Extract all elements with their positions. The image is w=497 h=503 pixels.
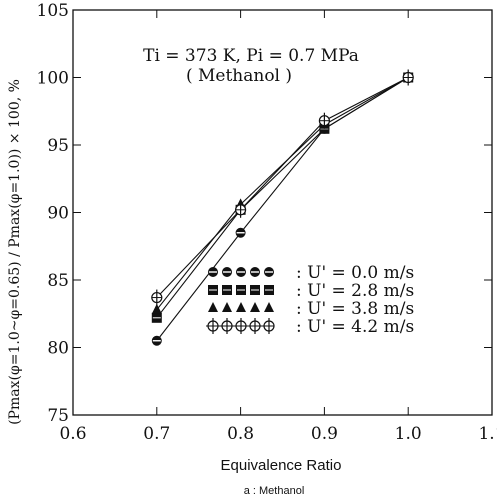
y-tick-label: 100 [37,69,69,89]
data-point-s1-0 [151,312,162,323]
y-axis-label: (Pmax(φ=1.0~φ=0.65) / Pmax(φ=1.0)) × 100… [7,79,23,425]
legend-marker-2-1-body [222,302,232,312]
legend-marker-1-2 [236,285,246,295]
legend-marker-2-3 [250,302,260,312]
x-tick-label: 1.0 [395,424,422,444]
legend-label-2: : U' = 3.8 m/s [296,299,414,319]
legend-marker-2-4 [264,302,274,312]
x-axis-label: Equivalence Ratio [221,457,342,474]
x-tick-label: 0.9 [311,424,338,444]
legend-marker-1-0 [208,285,218,295]
legend-marker-2-1 [222,302,232,312]
chart-annotation-conditions: Ti = 373 K, Pi = 0.7 MPa [143,46,359,66]
y-tick-label: 85 [47,271,69,291]
y-tick-label: 105 [37,1,69,21]
chart-annotation-fuel: ( Methanol ) [186,66,292,86]
data-point-s2-0-body [151,303,162,314]
legend-marker-0-2 [236,267,246,277]
legend-marker-3-3 [249,318,261,334]
legend-marker-2-3-body [250,302,260,312]
legend-marker-2-0 [208,302,218,312]
legend-label-1: : U' = 2.8 m/s [296,281,414,301]
legend-marker-3-2 [235,318,247,334]
data-point-s0-0 [151,335,162,346]
series-line-3 [156,77,409,298]
x-tick-label: 0.8 [227,424,254,444]
series-line-1 [156,77,409,319]
legend-marker-0-3 [250,267,260,277]
x-tick-label: 0.6 [59,424,86,444]
legend-marker-2-0-body [208,302,218,312]
legend-label-0: : U' = 0.0 m/s [296,263,414,283]
legend-marker-3-0 [207,318,219,334]
data-point-s1-2 [319,123,330,134]
legend-marker-2-4-body [264,302,274,312]
x-tick-label: 1.1 [478,424,497,444]
x-tick-label: 0.7 [143,424,170,444]
data-point-s3-2 [318,112,330,129]
y-tick-label: 80 [47,339,69,359]
legend-marker-3-1 [221,318,233,334]
legend-label-3: : U' = 4.2 m/s [296,317,414,337]
legend-marker-0-1 [222,267,232,277]
data-point-s3-1 [235,201,247,218]
y-tick-label: 90 [47,204,69,224]
legend-marker-3-4 [263,318,275,334]
legend-marker-1-4 [264,285,274,295]
legend-marker-2-2-body [236,302,246,312]
data-point-s0-1 [235,227,246,238]
legend-marker-0-0 [208,267,218,277]
legend-marker-1-1 [222,285,232,295]
legend-marker-0-4 [264,267,274,277]
data-point-s3-3 [402,69,414,86]
legend-marker-1-3 [250,285,260,295]
data-point-s3-0 [151,289,163,306]
y-tick-label: 95 [47,136,69,156]
figure-caption: a : Methanol [244,485,305,497]
y-tick-label: 75 [47,406,69,426]
legend-marker-2-2 [236,302,246,312]
data-point-s2-0 [151,303,162,314]
